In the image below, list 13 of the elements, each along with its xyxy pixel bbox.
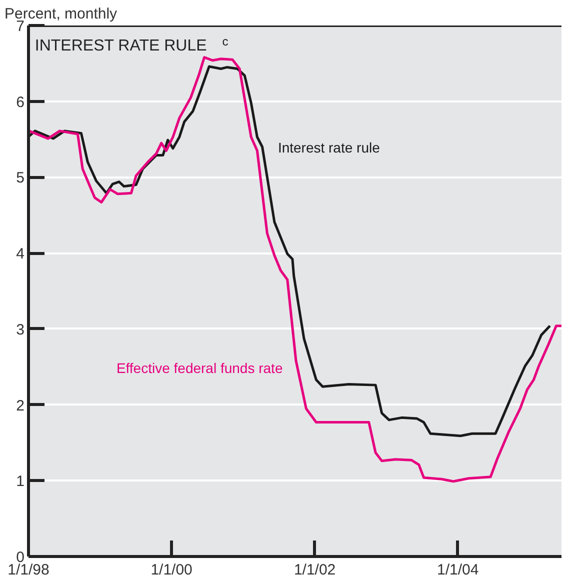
series-label: Interest rate rule xyxy=(278,140,380,156)
x-tick-label: 1/1/98 xyxy=(8,562,50,578)
x-tick-label: 1/1/02 xyxy=(294,562,336,578)
y-tick-label: 6 xyxy=(16,94,24,111)
y-tick-label: 2 xyxy=(16,397,24,414)
y-tick-label: 4 xyxy=(16,246,24,263)
x-tick-label: 1/1/04 xyxy=(436,562,479,578)
y-tick-label: 5 xyxy=(16,170,24,187)
y-tick-label: 7 xyxy=(16,18,24,35)
x-tick-label: 1/1/00 xyxy=(150,562,192,578)
series-label: Effective federal funds rate xyxy=(116,360,283,376)
y-tick-label: 1 xyxy=(16,473,24,490)
y-tick-label: 3 xyxy=(16,321,24,338)
